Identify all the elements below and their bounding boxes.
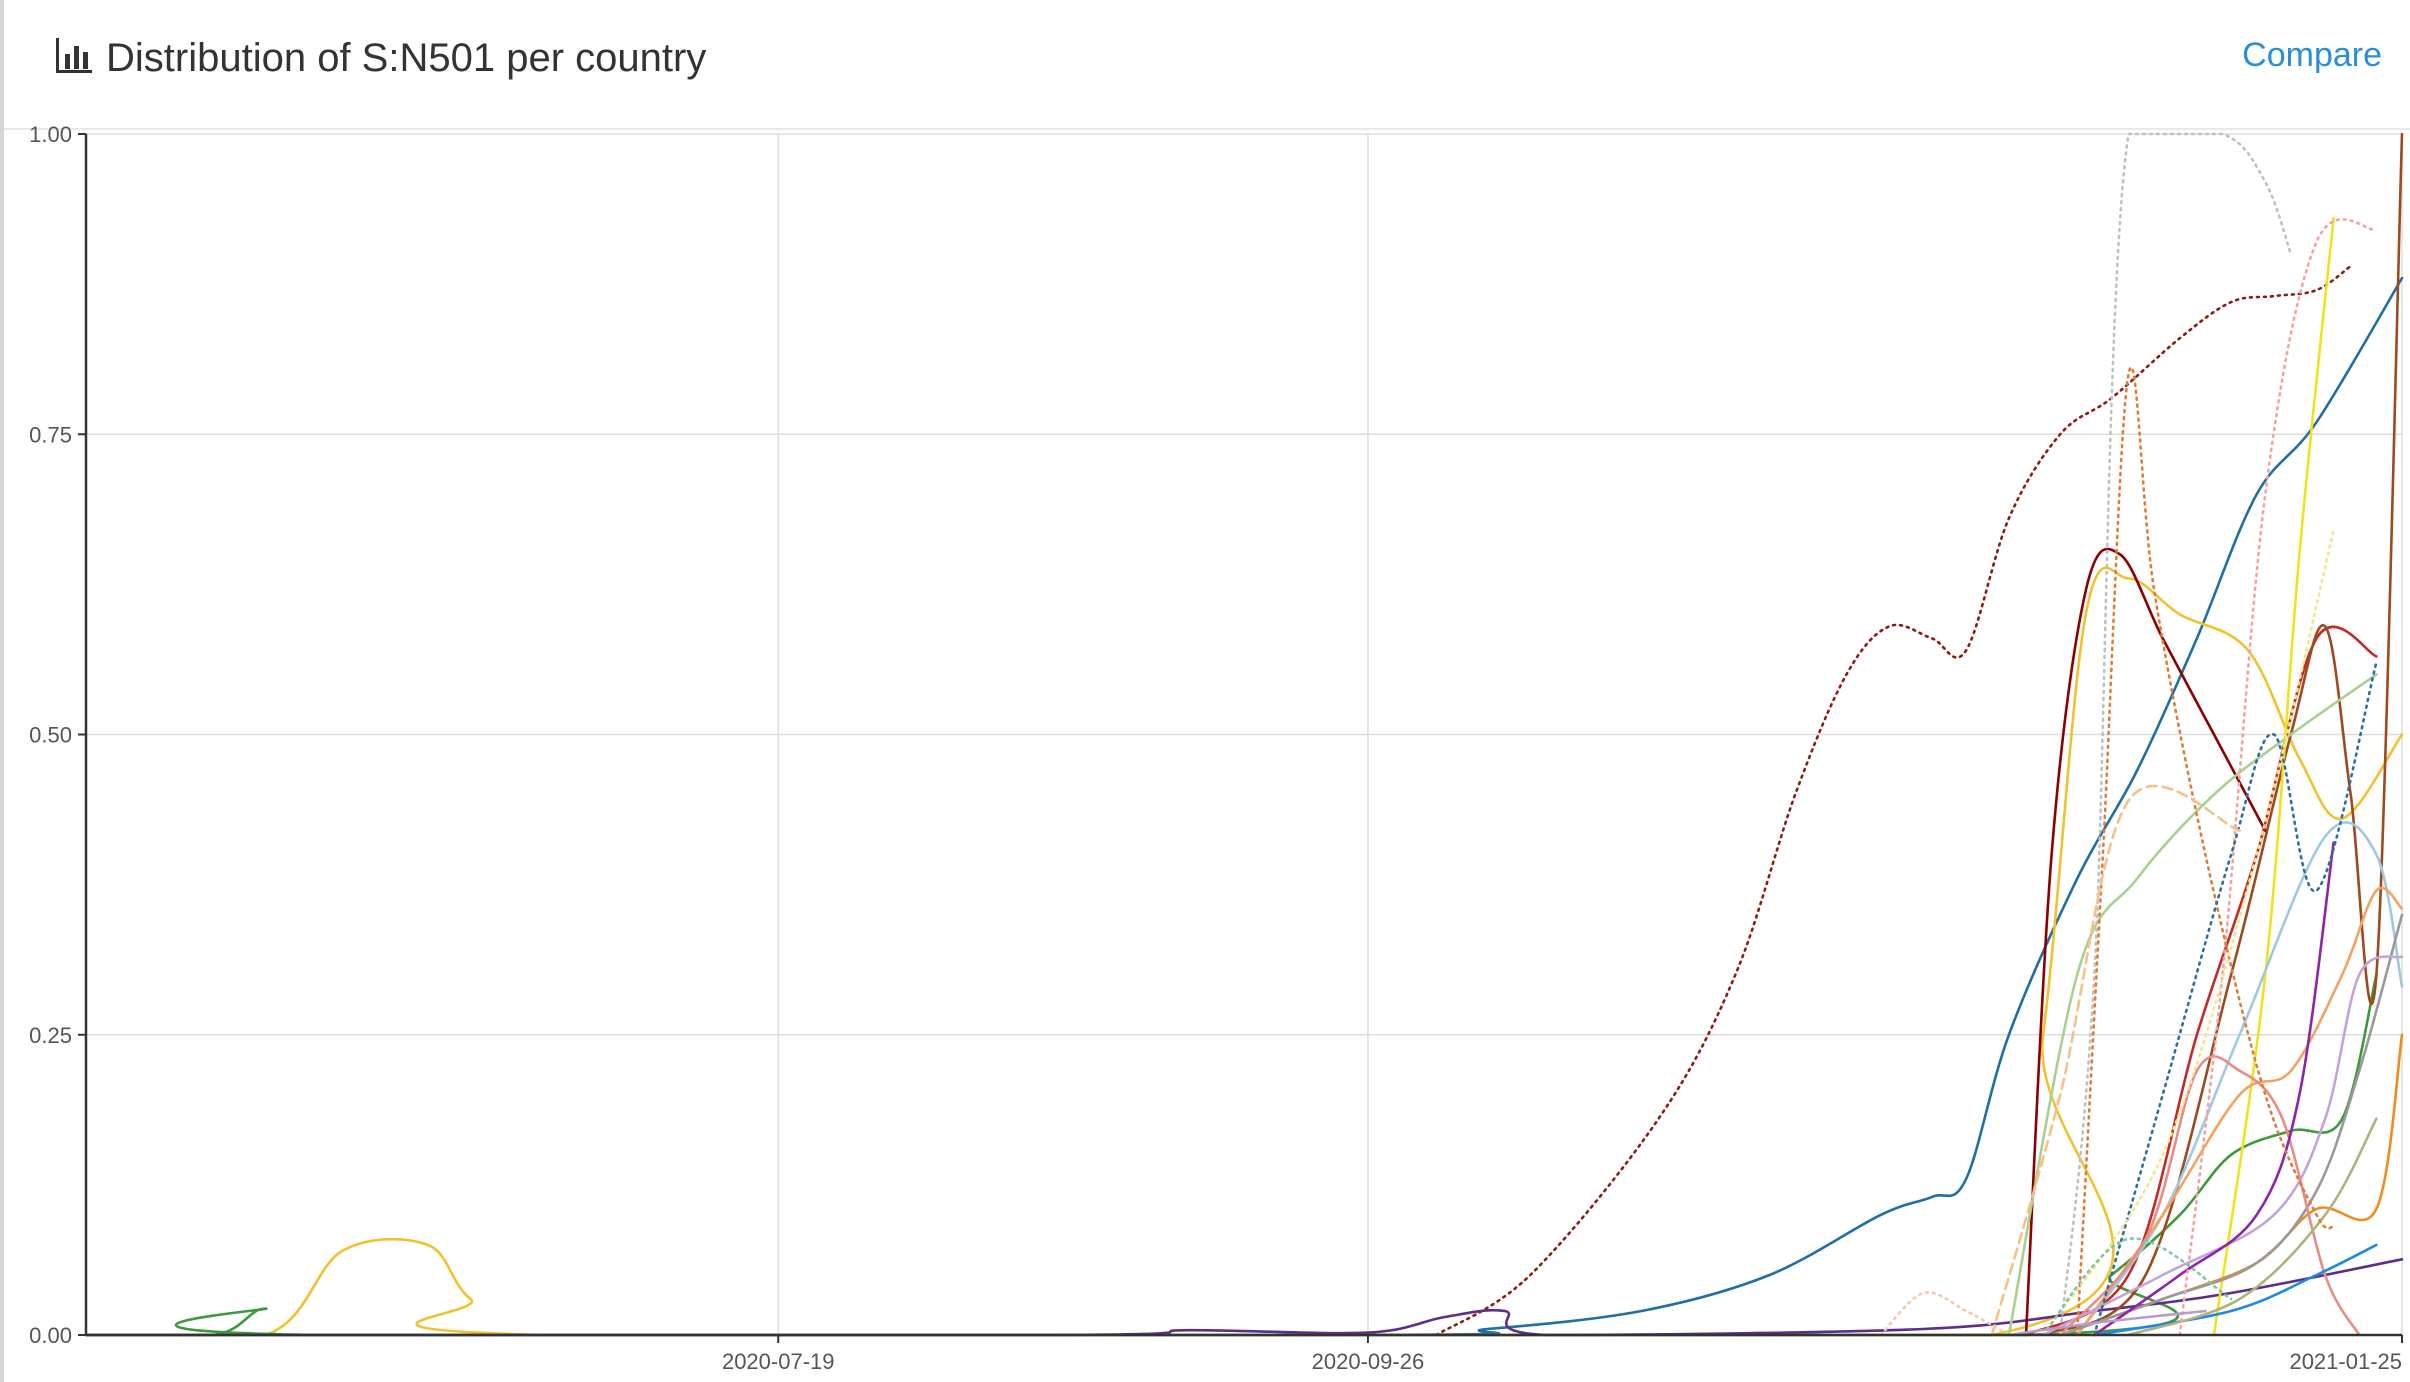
y-tick-label: 0.25 xyxy=(29,1023,72,1048)
chart-series xyxy=(84,132,2404,1337)
series-line-27 xyxy=(2041,1237,2233,1337)
x-tick-label: 2020-07-19 xyxy=(722,1349,835,1374)
series-line-8 xyxy=(2041,132,2404,1337)
y-tick-label: 0.00 xyxy=(29,1323,72,1348)
series-line-3 xyxy=(84,566,2404,1337)
series-line-21 xyxy=(2178,218,2378,1337)
y-tick-label: 0.75 xyxy=(29,422,72,447)
series-line-12 xyxy=(2075,886,2404,1337)
series-line-20 xyxy=(2058,132,2293,1337)
x-tick-label: 2020-09-26 xyxy=(1312,1349,1425,1374)
series-line-9 xyxy=(2212,216,2335,1337)
series-line-15 xyxy=(2041,955,2404,1337)
series-line-18 xyxy=(2093,1243,2378,1337)
x-tick-label: 2021-01-25 xyxy=(2289,1349,2402,1374)
series-line-14 xyxy=(2058,913,2404,1337)
series-line-23 xyxy=(2093,661,2378,1337)
series-line-11 xyxy=(2075,821,2404,1337)
left-border xyxy=(0,0,4,1382)
series-line-1 xyxy=(1435,264,2352,1337)
series-line-16 xyxy=(2058,1055,2361,1337)
series-line-7 xyxy=(2024,625,2378,1337)
y-tick-label: 0.50 xyxy=(29,723,72,748)
series-line-17 xyxy=(2093,841,2335,1337)
compare-button[interactable]: Compare xyxy=(2242,36,2382,74)
chart-title: Distribution of S:N501 per country xyxy=(106,35,707,80)
y-tick-label: 1.00 xyxy=(29,122,72,147)
header-divider xyxy=(4,128,2410,130)
series-line-28 xyxy=(2007,1309,2207,1337)
chart-header: Distribution of S:N501 per country xyxy=(54,28,706,88)
series-line-10 xyxy=(2007,673,2378,1337)
chart-grid xyxy=(86,133,2403,1336)
bar-chart-icon xyxy=(54,37,94,79)
series-line-22 xyxy=(2075,366,2335,1337)
series-line-4 xyxy=(84,973,2378,1337)
series-line-24 xyxy=(2041,529,2335,1337)
series-line-5 xyxy=(84,1258,2404,1337)
series-line-25 xyxy=(1990,784,2241,1337)
series-line-26 xyxy=(1879,1291,2011,1337)
series-line-6 xyxy=(2024,547,2267,1337)
chart-axes: 0.00 0.25 0.50 0.75 1.00 2020-07-19 2020-09-26… xyxy=(29,122,2403,1374)
